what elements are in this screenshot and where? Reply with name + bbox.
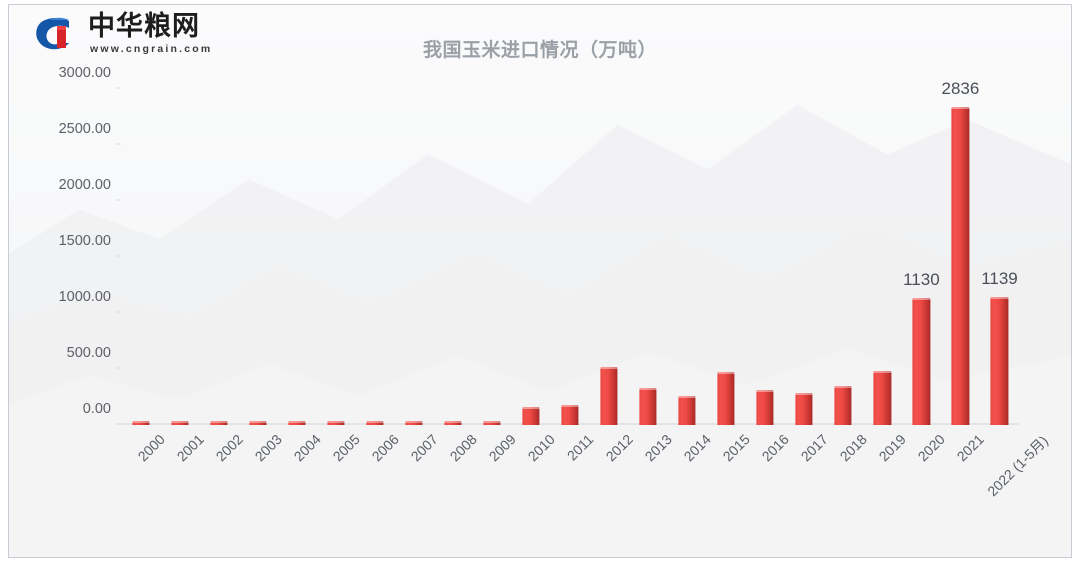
bar[interactable] bbox=[444, 421, 462, 425]
y-axis-tick-label: 0.00 bbox=[82, 401, 111, 417]
x-axis-tick-label: 2019 bbox=[875, 431, 910, 465]
bar-slot: 2007 bbox=[394, 89, 441, 464]
bar[interactable] bbox=[678, 395, 696, 425]
chart-title: 我国玉米进口情况（万吨） bbox=[422, 39, 657, 61]
bar-slot: 1130 2020 bbox=[902, 89, 948, 464]
x-axis-tick-label: 2013 bbox=[641, 431, 675, 465]
bar[interactable] bbox=[990, 297, 1009, 425]
bar[interactable] bbox=[483, 421, 501, 425]
x-axis-tick-label: 2022 (1-5月) bbox=[984, 432, 1052, 500]
bar[interactable] bbox=[249, 421, 267, 425]
x-axis-tick-label: 2021 bbox=[953, 431, 988, 465]
x-axis-tick-label: 2010 bbox=[524, 431, 558, 465]
bar[interactable] bbox=[170, 421, 189, 425]
y-axis-tick-mark bbox=[116, 311, 121, 313]
chart-container: 中华粮网 www.cngrain.com 我国玉米进口情况（万吨） 0.00 50… bbox=[8, 4, 1072, 558]
x-axis-tick-label: 2009 bbox=[485, 431, 519, 465]
bar[interactable] bbox=[639, 388, 657, 425]
y-axis-tick-label: 500.00 bbox=[66, 345, 111, 361]
y-axis-tick-label: 2000.00 bbox=[58, 177, 111, 193]
x-axis-tick-label: 2001 bbox=[173, 431, 207, 465]
x-axis-tick-label: 2015 bbox=[719, 431, 754, 465]
bar[interactable] bbox=[366, 421, 384, 425]
bar-slot: 2010 bbox=[511, 89, 558, 464]
bar-slot: 2004 bbox=[277, 89, 324, 464]
y-axis-tick-mark bbox=[116, 255, 121, 257]
brand-name: 中华粮网 bbox=[88, 11, 200, 42]
y-axis-tick-label: 2500.00 bbox=[58, 121, 111, 137]
bar[interactable] bbox=[795, 393, 814, 425]
x-axis-tick-label: 2014 bbox=[680, 431, 715, 465]
bar-value-label: 2836 bbox=[941, 79, 980, 99]
x-axis-tick-label: 2008 bbox=[446, 431, 480, 465]
bar-slot: 2014 bbox=[668, 89, 714, 464]
bar-slot: 2018 bbox=[824, 89, 870, 464]
bar-slot: 2012 bbox=[590, 89, 636, 464]
bar-slot: 2015 bbox=[707, 89, 753, 464]
x-axis-tick-label: 2007 bbox=[407, 431, 441, 465]
x-axis-tick-label: 2005 bbox=[329, 431, 363, 465]
bar-slot: 2013 bbox=[629, 89, 675, 464]
bar-slot: 2836 2021 bbox=[941, 79, 988, 464]
bar-slot: 2016 bbox=[746, 89, 792, 464]
x-axis-tick-label: 2018 bbox=[836, 431, 871, 465]
y-axis-tick-label: 1500.00 bbox=[58, 233, 111, 249]
bar[interactable] bbox=[873, 371, 892, 425]
bar[interactable] bbox=[600, 366, 618, 425]
bar[interactable] bbox=[327, 421, 345, 425]
x-axis-tick-label: 2016 bbox=[758, 431, 793, 465]
bar[interactable] bbox=[912, 298, 931, 425]
plot-area: 0.00 500.00 1000.00 1500.00 2000.00 2500.00 30… bbox=[59, 65, 1052, 499]
bar-value-label: 1139 bbox=[981, 269, 1018, 289]
bar-value-label: 1130 bbox=[903, 270, 940, 290]
bar[interactable] bbox=[756, 389, 774, 425]
y-axis-tick-label: 3000.00 bbox=[58, 65, 111, 81]
bar[interactable] bbox=[210, 421, 228, 425]
y-axis-tick-mark bbox=[116, 423, 121, 425]
brand-logo: 中华粮网 www.cngrain.com bbox=[33, 13, 212, 55]
bar-slot: 2003 bbox=[238, 89, 285, 464]
bar[interactable] bbox=[717, 372, 735, 425]
bar[interactable] bbox=[405, 421, 423, 425]
bar[interactable] bbox=[561, 405, 579, 425]
x-axis-tick-label: 2020 bbox=[914, 431, 949, 465]
x-axis-tick-label: 2003 bbox=[251, 431, 285, 465]
bar-slot: 2008 bbox=[433, 89, 480, 464]
y-axis-tick-label: 1000.00 bbox=[58, 289, 111, 305]
bar[interactable] bbox=[288, 421, 306, 425]
bar[interactable] bbox=[131, 421, 150, 425]
bar[interactable] bbox=[522, 407, 540, 425]
bar-slot: 2002 bbox=[199, 89, 245, 464]
x-axis-tick-label: 2002 bbox=[212, 431, 246, 465]
cngrain-logo-icon bbox=[33, 14, 79, 54]
bar-slot: 2009 bbox=[472, 89, 519, 464]
x-axis-tick-label: 2012 bbox=[602, 431, 636, 465]
x-axis-tick-label: 2000 bbox=[134, 431, 168, 465]
y-axis-tick-mark bbox=[116, 87, 121, 89]
x-axis-tick-label: 2004 bbox=[290, 431, 324, 465]
bar-slot: 1139 2022 (1-5月) bbox=[980, 89, 1051, 499]
x-axis-tick-label: 2011 bbox=[563, 431, 597, 464]
x-axis-tick-label: 2006 bbox=[368, 431, 402, 465]
bar[interactable] bbox=[951, 107, 970, 425]
bar-slot: 2000 bbox=[121, 89, 167, 464]
bar-slot: 2011 bbox=[550, 89, 596, 464]
bar-slot: 2006 bbox=[355, 89, 402, 464]
bar-slot: 2005 bbox=[316, 89, 363, 464]
bar[interactable] bbox=[834, 385, 853, 425]
y-axis-tick-mark bbox=[116, 143, 121, 145]
x-axis-tick-label: 2017 bbox=[797, 431, 832, 465]
bar-slot: 2017 bbox=[785, 89, 831, 464]
y-axis-tick-mark bbox=[116, 199, 121, 201]
bar-slot: 2001 bbox=[160, 89, 206, 464]
y-axis-tick-mark bbox=[116, 367, 121, 369]
brand-url: www.cngrain.com bbox=[90, 43, 213, 55]
bar-slot: 2019 bbox=[863, 89, 909, 464]
